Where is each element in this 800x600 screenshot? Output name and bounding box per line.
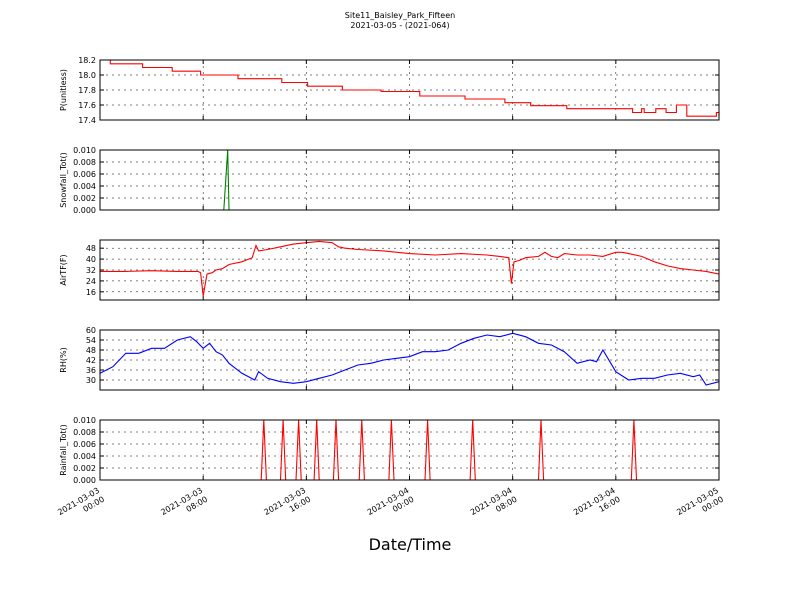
chart-panel-3: 16 24 32 40 48 AirTF(F) bbox=[59, 239, 720, 301]
y-tick-label: 0.002 bbox=[73, 194, 96, 203]
y-axis-label: AirTF(F) bbox=[59, 254, 68, 285]
y-tick-label: 36 bbox=[86, 366, 96, 375]
x-tick-label: 2021-03-0408:00 bbox=[469, 486, 519, 526]
data-series-line bbox=[99, 332, 720, 386]
y-tick-label: 24 bbox=[86, 277, 96, 286]
y-tick-label: 18.0 bbox=[78, 71, 96, 80]
y-tick-label: 0.004 bbox=[73, 182, 96, 191]
chart-panel-2: 0.000 0.002 0.004 0.006 0.008 0.010 Snowfall_T… bbox=[59, 146, 720, 215]
chart-panel-5: 0.000 0.002 0.004 0.006 0.008 0.010 Rainfall_T… bbox=[59, 416, 720, 485]
y-tick-label: 0.000 bbox=[73, 476, 96, 485]
y-tick-label: 60 bbox=[86, 326, 96, 335]
y-tick-label: 0.004 bbox=[73, 452, 96, 461]
y-tick-label: 18.2 bbox=[78, 56, 96, 65]
y-tick-label: 0.010 bbox=[73, 146, 96, 155]
y-tick-label: 54 bbox=[86, 336, 96, 345]
y-axis-label: P(unitless) bbox=[59, 69, 68, 111]
y-axis-label: RH(%) bbox=[59, 347, 68, 372]
y-tick-label: 0.002 bbox=[73, 464, 96, 473]
y-tick-label: 0.008 bbox=[73, 158, 96, 167]
y-tick-label: 0.000 bbox=[73, 206, 96, 215]
y-tick-label: 0.006 bbox=[73, 170, 96, 179]
x-tick-label: 2021-03-0416:00 bbox=[572, 486, 622, 526]
x-tick-label: 2021-03-0316:00 bbox=[263, 486, 313, 526]
x-tick-label: 2021-03-0300:00 bbox=[56, 486, 106, 526]
y-tick-label: 0.006 bbox=[73, 440, 96, 449]
x-axis-label: Date/Time bbox=[369, 535, 452, 554]
data-series-line bbox=[100, 59, 720, 117]
data-series-line bbox=[100, 240, 720, 296]
y-tick-label: 16 bbox=[86, 288, 96, 297]
y-tick-label: 40 bbox=[86, 255, 96, 264]
y-tick-label: 17.8 bbox=[78, 86, 96, 95]
x-tick-label: 2021-03-0400:00 bbox=[366, 486, 416, 526]
y-tick-label: 0.010 bbox=[73, 416, 96, 425]
y-tick-label: 48 bbox=[86, 244, 96, 253]
x-tick-label: 2021-03-0500:00 bbox=[675, 486, 725, 526]
y-tick-label: 42 bbox=[86, 356, 96, 365]
y-tick-label: 17.6 bbox=[78, 101, 96, 110]
chart-panel-1: 17.4 17.6 17.8 18.0 18.2 P(unitless) bbox=[59, 56, 720, 125]
y-tick-label: 0.008 bbox=[73, 428, 96, 437]
chart-title: Site11_Baisley_Park_Fifteen bbox=[344, 11, 456, 20]
y-tick-label: 32 bbox=[86, 266, 96, 275]
y-axis-label: Rainfall_Tot() bbox=[59, 424, 68, 476]
y-tick-label: 30 bbox=[86, 376, 96, 385]
chart-subtitle: 2021-03-05 - (2021-064) bbox=[350, 21, 450, 30]
x-tick-label: 2021-03-0308:00 bbox=[159, 486, 209, 526]
y-tick-label: 48 bbox=[86, 346, 96, 355]
y-tick-label: 17.4 bbox=[78, 116, 96, 125]
y-axis-label: Snowfall_Tot() bbox=[59, 152, 68, 208]
